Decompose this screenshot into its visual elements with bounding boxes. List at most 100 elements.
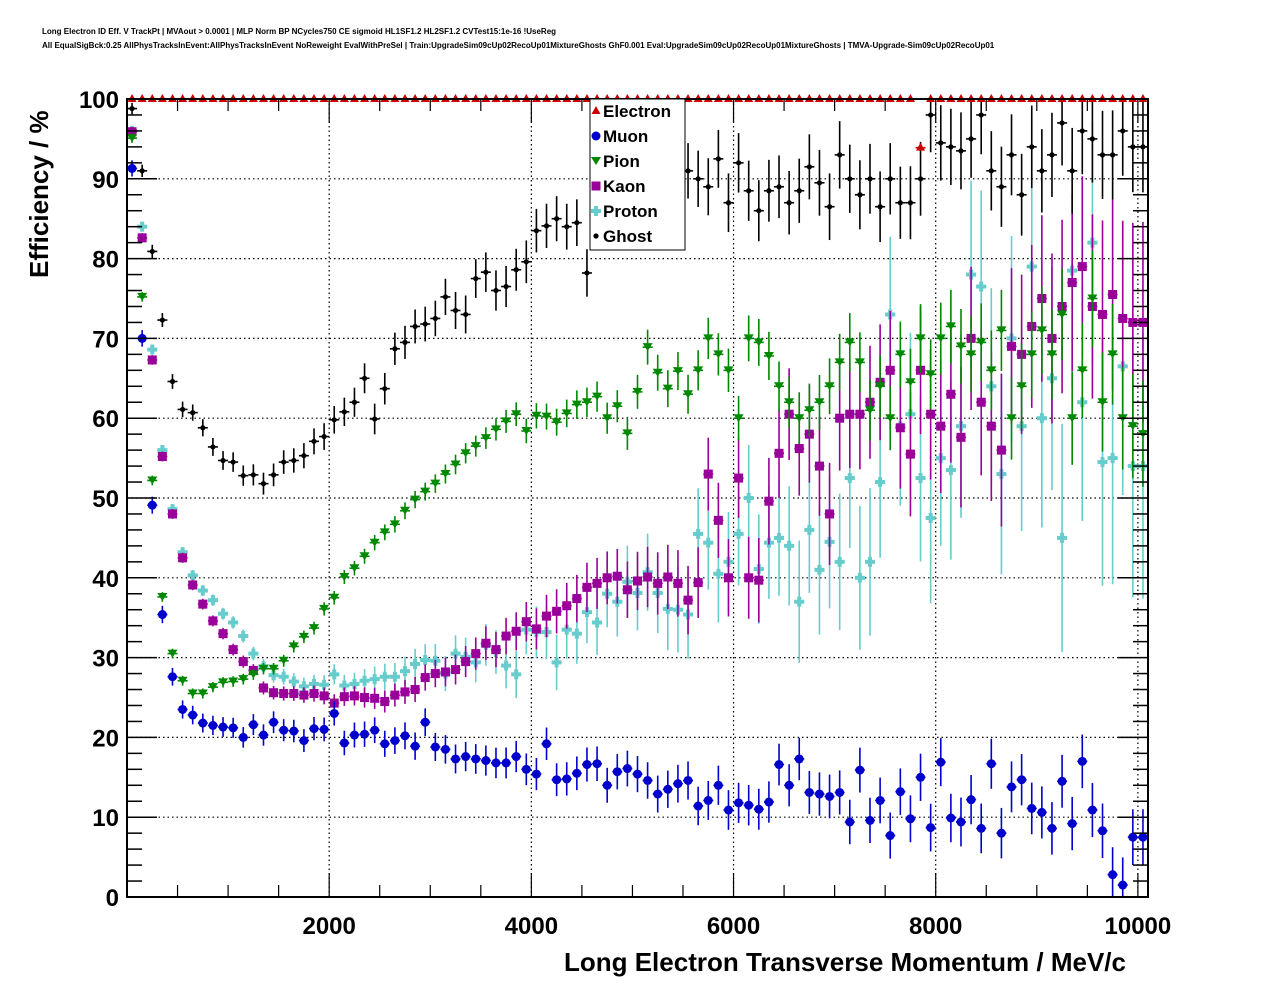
data-point-ghost bbox=[966, 99, 977, 178]
marker-muon bbox=[329, 708, 339, 718]
chart-title-line-2: All EqualSigBck:0.25 AllPhysTracksInEven… bbox=[42, 41, 995, 50]
data-point-proton bbox=[379, 663, 390, 690]
marker-pion bbox=[986, 366, 997, 375]
marker-pion bbox=[935, 334, 946, 343]
data-point-pion bbox=[865, 379, 876, 441]
data-point-kaon bbox=[672, 550, 683, 617]
marker-proton-v bbox=[797, 596, 802, 607]
data-point-pion bbox=[955, 309, 966, 384]
legend-entry-muon: Muon bbox=[591, 127, 648, 146]
marker-pion bbox=[1067, 414, 1078, 423]
marker-kaon bbox=[1128, 317, 1138, 327]
data-point-kaon bbox=[309, 685, 320, 702]
marker-proton-v bbox=[231, 617, 236, 628]
marker-muon bbox=[420, 717, 430, 727]
data-point-proton bbox=[551, 634, 562, 691]
marker-proton-v bbox=[140, 221, 145, 232]
data-point-muon bbox=[865, 797, 876, 844]
marker-muon bbox=[855, 765, 865, 775]
data-point-ghost bbox=[359, 363, 370, 394]
marker-muon bbox=[592, 759, 602, 769]
data-point-ghost bbox=[207, 437, 218, 456]
data-point-proton bbox=[147, 344, 158, 355]
marker-proton-v bbox=[322, 679, 327, 690]
marker-ghost bbox=[554, 216, 560, 222]
data-point-pion bbox=[521, 418, 532, 444]
data-point-ghost bbox=[1036, 129, 1047, 213]
marker-muon bbox=[744, 800, 754, 810]
marker-muon bbox=[1138, 832, 1148, 842]
data-points bbox=[127, 94, 1148, 897]
marker-ghost bbox=[230, 459, 236, 465]
data-point-muon bbox=[339, 730, 350, 756]
data-point-muon bbox=[359, 721, 370, 747]
marker-ghost bbox=[917, 176, 924, 182]
marker-kaon bbox=[511, 626, 521, 636]
marker-muon bbox=[885, 831, 895, 841]
marker-muon bbox=[339, 738, 349, 748]
marker-muon bbox=[764, 797, 774, 807]
marker-pion bbox=[551, 418, 562, 427]
data-point-pion bbox=[683, 374, 694, 414]
data-point-kaon bbox=[571, 574, 582, 623]
marker-muon bbox=[410, 741, 420, 751]
data-point-pion bbox=[480, 427, 491, 449]
marker-pion bbox=[632, 387, 643, 396]
marker-pion bbox=[389, 520, 400, 529]
data-point-kaon bbox=[410, 676, 421, 703]
data-point-pion bbox=[804, 383, 815, 437]
marker-kaon bbox=[1007, 341, 1017, 351]
marker-proton-v bbox=[160, 445, 165, 456]
data-point-kaon bbox=[713, 482, 724, 558]
data-point-pion bbox=[147, 475, 158, 486]
marker-muon bbox=[693, 801, 703, 811]
data-point-muon bbox=[1057, 754, 1068, 808]
marker-pion bbox=[561, 409, 572, 418]
marker-proton-v bbox=[372, 674, 377, 685]
data-point-ghost bbox=[541, 203, 552, 249]
legend-entry-pion: Pion bbox=[591, 152, 640, 171]
data-point-muon bbox=[460, 741, 471, 772]
marker-pion bbox=[511, 410, 522, 419]
data-point-ghost bbox=[693, 150, 704, 207]
data-point-ghost bbox=[1077, 99, 1088, 175]
marker-ghost bbox=[1099, 152, 1106, 158]
data-point-ghost bbox=[925, 99, 936, 153]
data-point-pion bbox=[268, 662, 279, 675]
data-point-pion bbox=[774, 361, 785, 411]
data-point-pion bbox=[693, 350, 704, 391]
marker-muon bbox=[1067, 819, 1077, 829]
marker-muon bbox=[562, 774, 572, 784]
marker-kaon bbox=[885, 365, 895, 375]
marker-muon bbox=[1118, 880, 1128, 890]
data-point-muon bbox=[733, 782, 744, 823]
data-point-kaon bbox=[177, 552, 188, 563]
marker-ghost bbox=[907, 200, 914, 206]
marker-ghost bbox=[442, 294, 449, 300]
marker-kaon bbox=[208, 616, 218, 626]
data-point-ghost bbox=[935, 105, 946, 181]
data-point-pion bbox=[1067, 371, 1078, 465]
marker-kaon bbox=[653, 578, 663, 588]
data-point-pion bbox=[561, 399, 572, 428]
data-point-ghost bbox=[440, 278, 451, 316]
data-point-ghost bbox=[410, 309, 421, 344]
marker-ghost bbox=[685, 168, 691, 174]
marker-ghost bbox=[210, 444, 216, 450]
data-point-kaon bbox=[359, 687, 370, 708]
data-point-kaon bbox=[955, 367, 966, 508]
data-point-ghost bbox=[1107, 110, 1118, 200]
marker-muon bbox=[622, 764, 632, 774]
marker-muon bbox=[612, 767, 622, 777]
marker-muon bbox=[491, 758, 501, 768]
marker-ghost bbox=[1039, 168, 1045, 174]
data-point-ghost bbox=[1057, 99, 1068, 166]
marker-ghost bbox=[361, 375, 368, 381]
marker-proton-v bbox=[979, 281, 984, 292]
data-point-muon bbox=[885, 812, 896, 859]
marker-ghost bbox=[847, 176, 853, 182]
legend-box bbox=[589, 98, 686, 251]
data-point-ghost bbox=[298, 443, 309, 469]
data-point-kaon bbox=[733, 438, 744, 518]
